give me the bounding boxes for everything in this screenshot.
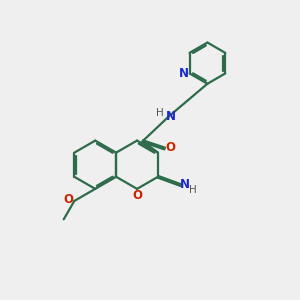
Text: N: N xyxy=(180,178,190,191)
Text: H: H xyxy=(156,108,164,118)
Text: N: N xyxy=(166,110,176,123)
Text: H: H xyxy=(189,185,197,195)
Text: O: O xyxy=(63,193,74,206)
Text: N: N xyxy=(179,67,189,80)
Text: O: O xyxy=(166,141,176,154)
Text: O: O xyxy=(132,189,142,202)
